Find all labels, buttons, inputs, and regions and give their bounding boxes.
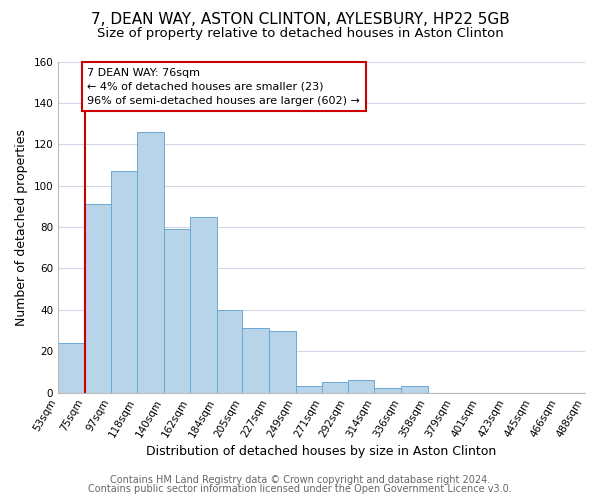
Bar (296, 386, 322, 392)
Bar (374, 388, 401, 392)
Text: Size of property relative to detached houses in Aston Clinton: Size of property relative to detached ho… (97, 28, 503, 40)
Bar (347, 380, 374, 392)
Bar (85, 204, 112, 392)
Bar (190, 216, 217, 392)
Text: 7, DEAN WAY, ASTON CLINTON, AYLESBURY, HP22 5GB: 7, DEAN WAY, ASTON CLINTON, AYLESBURY, H… (91, 12, 509, 28)
X-axis label: Distribution of detached houses by size in Aston Clinton: Distribution of detached houses by size … (146, 444, 497, 458)
Text: Contains HM Land Registry data © Crown copyright and database right 2024.: Contains HM Land Registry data © Crown c… (110, 475, 490, 485)
Text: 7 DEAN WAY: 76sqm
← 4% of detached houses are smaller (23)
96% of semi-detached : 7 DEAN WAY: 76sqm ← 4% of detached house… (87, 68, 360, 106)
Bar (137, 132, 164, 392)
Bar (322, 382, 347, 392)
Bar (58, 343, 85, 392)
Bar (401, 386, 428, 392)
Bar (242, 328, 269, 392)
Text: Contains public sector information licensed under the Open Government Licence v3: Contains public sector information licen… (88, 484, 512, 494)
Bar (269, 330, 296, 392)
Y-axis label: Number of detached properties: Number of detached properties (15, 128, 28, 326)
Bar (217, 310, 242, 392)
Bar (164, 229, 190, 392)
Bar (112, 171, 137, 392)
